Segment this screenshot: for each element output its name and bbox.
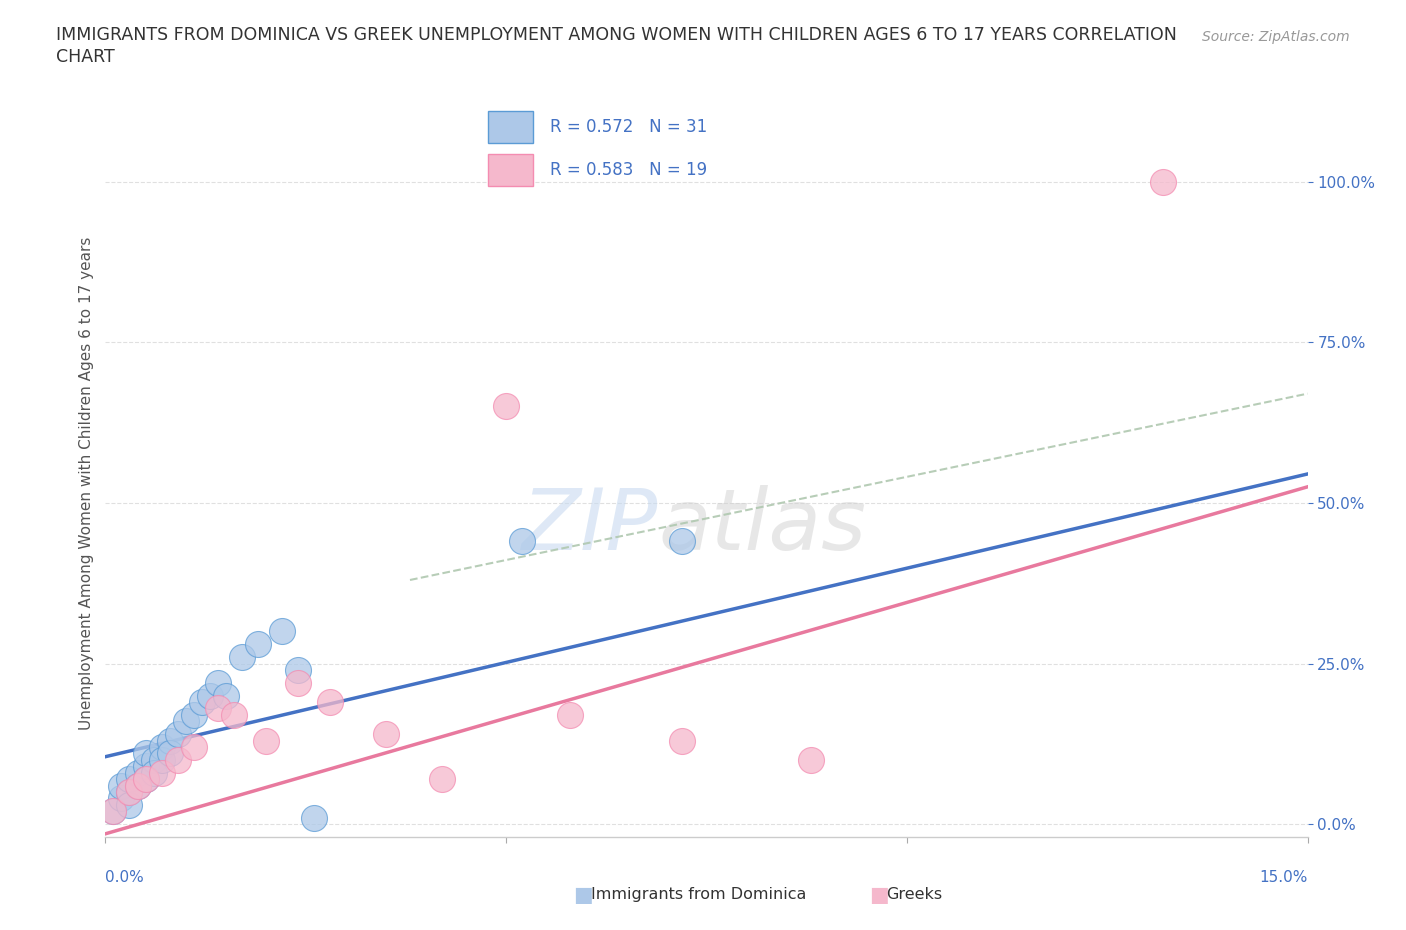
Text: ■: ■ [869,884,889,905]
Point [166,752,188,767]
Text: R = 0.572   N = 31: R = 0.572 N = 31 [550,118,707,136]
Point [135,772,157,787]
Point [800,752,823,767]
Point [135,746,157,761]
Point [270,624,292,639]
Point [374,726,398,741]
Point [118,797,141,812]
Text: IMMIGRANTS FROM DOMINICA VS GREEK UNEMPLOYMENT AMONG WOMEN WITH CHILDREN AGES 6 : IMMIGRANTS FROM DOMINICA VS GREEK UNEMPL… [56,26,1177,44]
Point [135,759,157,774]
Point [159,733,181,748]
Point [207,675,229,690]
Point [110,778,132,793]
Point [319,695,342,710]
Text: ■: ■ [574,884,593,905]
Text: 15.0%: 15.0% [1260,870,1308,884]
Point [118,772,141,787]
Point [110,791,132,806]
Text: Source: ZipAtlas.com: Source: ZipAtlas.com [1202,30,1350,44]
Text: R = 0.583   N = 19: R = 0.583 N = 19 [550,161,707,179]
Point [159,746,181,761]
Point [150,739,173,754]
Point [510,534,533,549]
Point [254,733,277,748]
Point [560,708,582,723]
Y-axis label: Unemployment Among Women with Children Ages 6 to 17 years: Unemployment Among Women with Children A… [79,237,94,730]
Point [150,752,173,767]
Point [103,804,125,818]
Point [198,688,221,703]
Point [127,778,149,793]
Point [222,708,245,723]
Point [287,662,309,677]
Text: CHART: CHART [56,48,115,66]
Text: Greeks: Greeks [886,887,942,902]
Point [495,399,517,414]
Point [166,726,188,741]
Point [190,695,212,710]
FancyBboxPatch shape [488,154,533,186]
Point [103,804,125,818]
Point [671,534,693,549]
Point [183,708,205,723]
FancyBboxPatch shape [488,111,533,143]
Point [246,637,269,652]
Point [231,650,253,665]
Point [118,785,141,800]
Point [207,701,229,716]
Text: 0.0%: 0.0% [105,870,145,884]
Point [142,752,165,767]
Text: ZIP: ZIP [522,485,658,567]
Point [150,765,173,780]
Point [183,739,205,754]
Point [127,778,149,793]
Point [174,714,197,729]
Point [302,810,325,825]
Point [127,765,149,780]
Text: atlas: atlas [658,485,866,567]
Point [1152,174,1174,189]
Point [118,785,141,800]
Point [135,772,157,787]
Point [142,765,165,780]
Point [287,675,309,690]
Point [671,733,693,748]
Point [430,772,453,787]
Text: Immigrants from Dominica: Immigrants from Dominica [591,887,806,902]
Point [214,688,236,703]
